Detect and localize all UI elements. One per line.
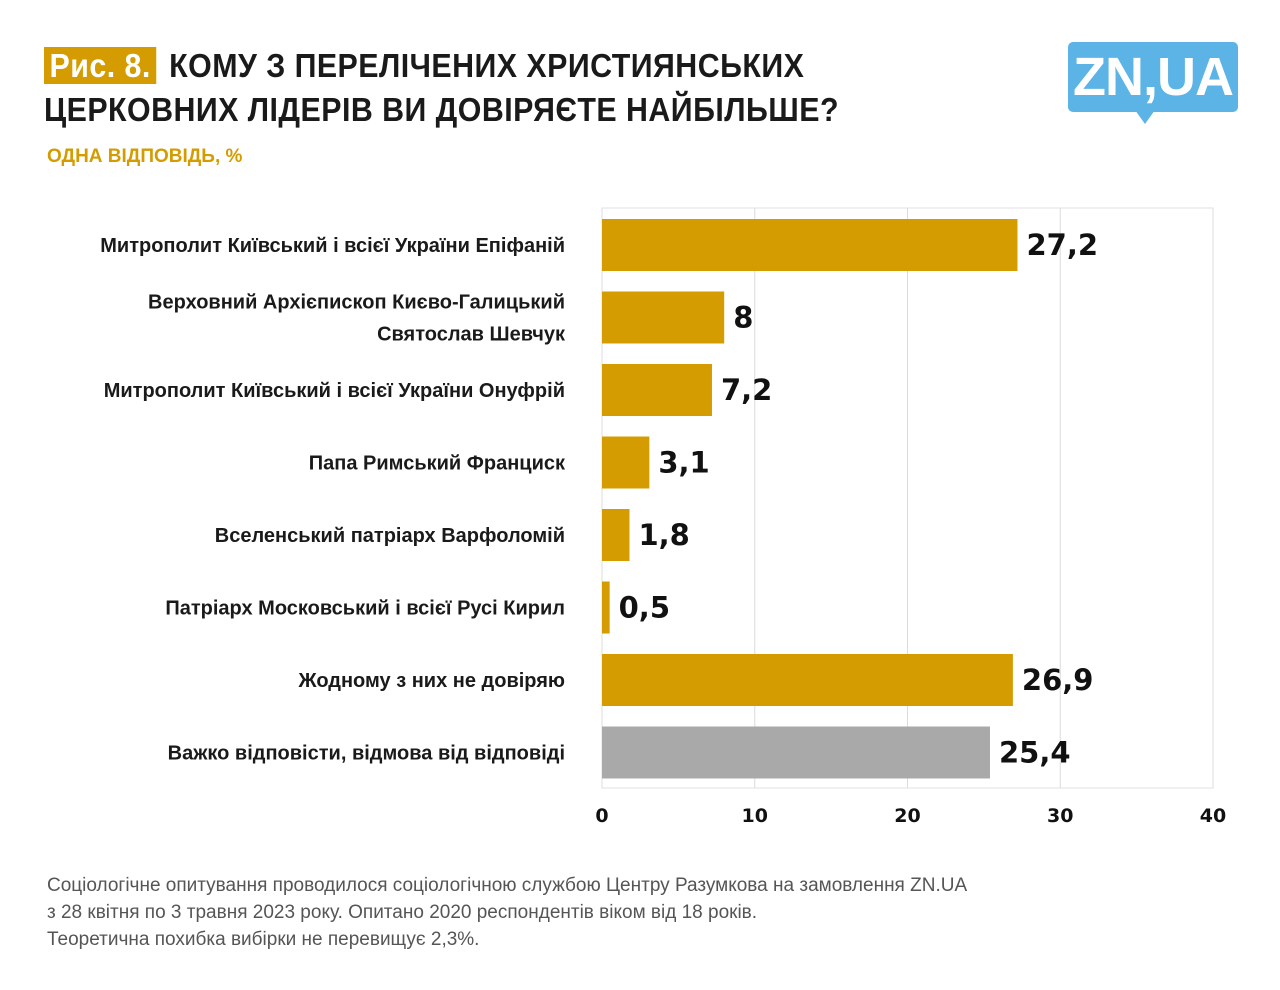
category-label: Вселенський патріарх Варфоломій	[215, 525, 565, 547]
figure-label: Рис. 8.	[44, 47, 157, 84]
category-label: Митрополит Київський і всієї України Епі…	[100, 235, 565, 257]
category-label: Верховний Архієпископ Києво-Галицький	[148, 292, 565, 314]
data-label: 25,4	[999, 736, 1071, 770]
bar	[602, 436, 650, 489]
x-tick-label: 20	[894, 805, 920, 827]
x-tick-label: 0	[595, 805, 608, 827]
chart-title: Рис. 8. КОМУ З ПЕРЕЛІЧЕНИХ ХРИСТИЯНСЬКИХ Ц…	[44, 44, 839, 132]
data-label: 8	[733, 301, 753, 335]
category-label: Папа Римський Франциск	[309, 453, 566, 475]
category-label: Митрополит Київський і всієї України Ону…	[104, 380, 565, 402]
x-tick-label: 30	[1047, 805, 1073, 827]
data-label: 7,2	[721, 373, 772, 407]
data-label: 3,1	[658, 446, 709, 480]
x-tick-label: 10	[742, 805, 768, 827]
category-label: Святослав Шевчук	[377, 324, 566, 346]
footnote-line: Теоретична похибка вибірки не перевищує …	[47, 929, 480, 950]
bar	[602, 581, 610, 634]
x-tick-label: 40	[1200, 805, 1226, 827]
data-label: 27,2	[1026, 228, 1098, 262]
title-line-1: КОМУ З ПЕРЕЛІЧЕНИХ ХРИСТИЯНСЬКИХ	[169, 47, 805, 84]
footnote: Соціологічне опитування проводилося соці…	[47, 872, 967, 953]
chart-subtitle: ОДНА ВІДПОВІДЬ, %	[47, 146, 243, 167]
logo-speech-tail	[1135, 110, 1155, 124]
bar	[602, 509, 630, 561]
zn-ua-logo: ZN,UA	[1068, 42, 1238, 112]
bar	[602, 219, 1018, 271]
category-label: Патріарх Московський і всієї Русі Кирил	[165, 598, 565, 620]
footnote-line: з 28 квітня по 3 травня 2023 року. Опита…	[47, 902, 758, 923]
category-label: Жодному з них не довіряю	[298, 670, 565, 692]
footnote-line: Соціологічне опитування проводилося соці…	[47, 875, 968, 896]
data-label: 26,9	[1022, 663, 1094, 697]
bar	[602, 291, 725, 344]
bar	[602, 364, 712, 416]
title-line-2: ЦЕРКОВНИХ ЛІДЕРІВ ВИ ДОВІРЯЄТЕ НАЙБІЛЬШЕ…	[44, 91, 839, 128]
bar	[602, 654, 1013, 706]
bar	[602, 726, 990, 779]
data-label: 1,8	[638, 518, 689, 552]
data-label: 0,5	[619, 591, 670, 625]
category-label: Важко відповісти, відмова від відповіді	[168, 743, 565, 765]
